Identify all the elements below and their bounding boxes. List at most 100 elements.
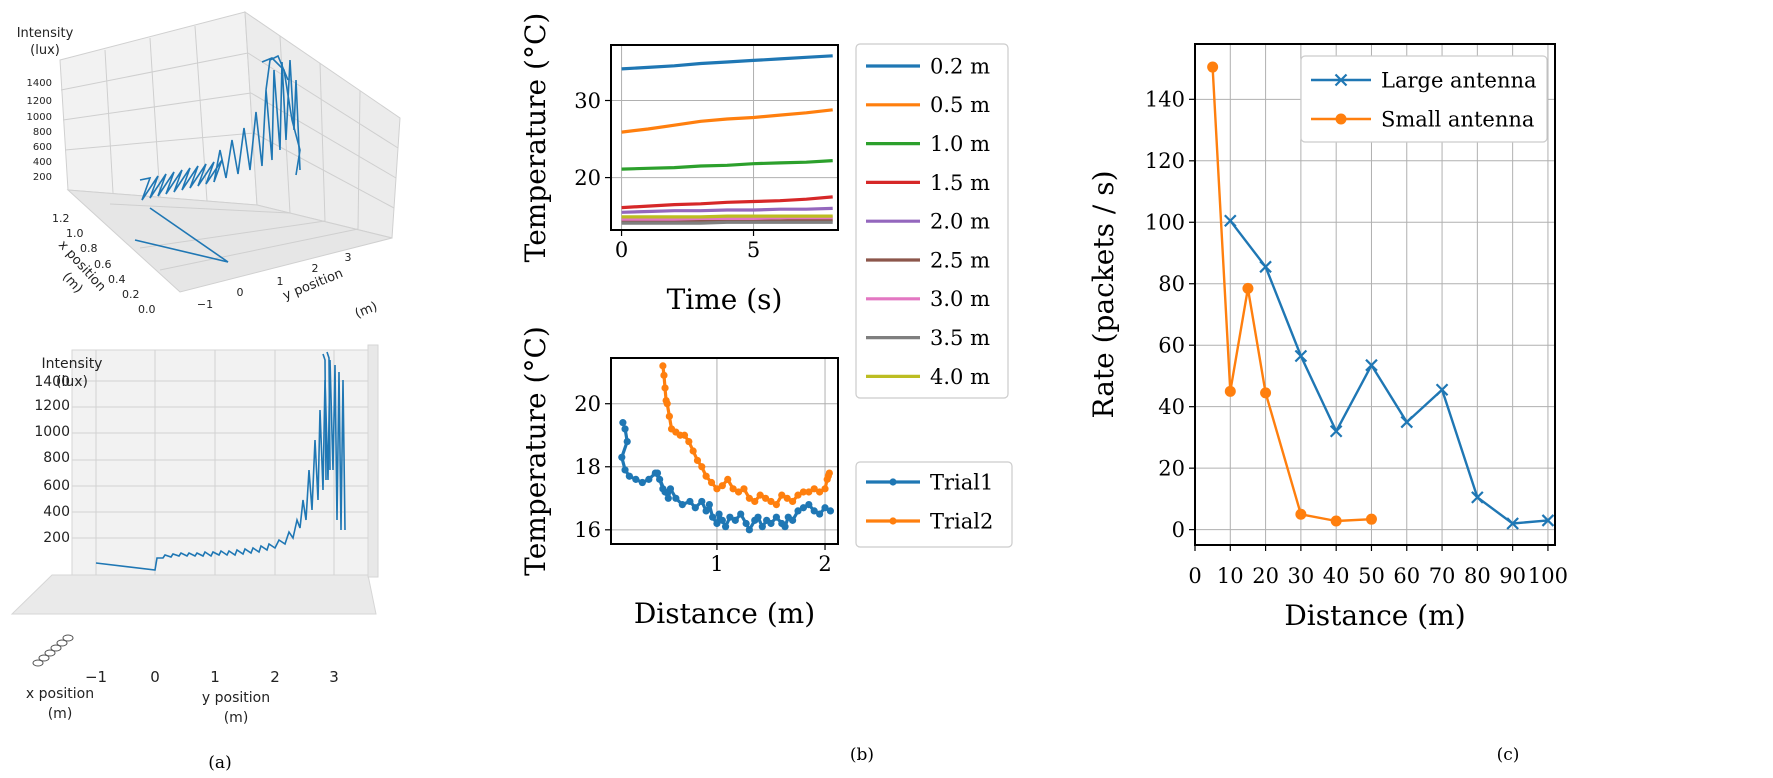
- data-point: [816, 510, 824, 518]
- data-point: [816, 488, 824, 496]
- data-point: [702, 507, 710, 515]
- x-axis-label: Distance (m): [1284, 599, 1465, 632]
- legend-label: Trial2: [930, 509, 993, 533]
- data-point: [751, 497, 759, 506]
- data-point: [713, 485, 721, 493]
- data-point: [619, 419, 627, 427]
- x-tick-label: 1: [710, 552, 723, 576]
- zlabel-bottom-line2: (lux): [56, 374, 88, 390]
- legend-marker: [889, 478, 897, 486]
- y-axis-label: Temperature (°C): [519, 13, 552, 263]
- x-tick-label: 2: [818, 552, 831, 576]
- ytick-label-top: 3: [345, 251, 352, 264]
- data-point: [758, 523, 766, 531]
- data-point: [660, 371, 668, 379]
- ztick-label-bottom: 200: [43, 530, 70, 546]
- data-point: [778, 491, 786, 499]
- x-tick-label: 10: [1217, 564, 1244, 588]
- ytick-label-top: −1: [197, 298, 213, 311]
- surface-traces-top: [134, 54, 301, 263]
- xtick-cluster-bottom: [32, 634, 74, 667]
- data-point: [805, 500, 813, 509]
- ytick-label-bottom: 3: [329, 668, 339, 686]
- y-tick-label: 100: [1145, 211, 1185, 235]
- plot-frame: [610, 357, 839, 545]
- data-point: [1242, 282, 1254, 294]
- y-tick-label: 16: [574, 518, 601, 542]
- data-point: [632, 475, 640, 483]
- data-point: [826, 507, 835, 515]
- data-point: [1400, 415, 1414, 429]
- zlabel-top-line2: (lux): [30, 43, 60, 58]
- legend-label: 3.5 m: [930, 326, 990, 350]
- data-point: [767, 497, 775, 506]
- data-point: [729, 485, 737, 493]
- y-tick-label: 40: [1158, 395, 1185, 419]
- data-point: [724, 475, 732, 483]
- data-point: [731, 516, 739, 524]
- data-point: [821, 504, 829, 512]
- data-point: [656, 475, 664, 483]
- y-tick-label: 140: [1145, 88, 1185, 112]
- pane-side-right: [367, 344, 379, 578]
- ytick-label-bottom: 1: [210, 668, 220, 686]
- series-line-2-0-m: [621, 206, 833, 214]
- data-point: [1295, 508, 1307, 520]
- ztick-label-top: 600: [33, 142, 52, 153]
- data-point: [661, 384, 669, 392]
- pane-floor-side: [10, 574, 377, 615]
- legend-label: Trial1: [930, 470, 993, 494]
- data-point: [756, 491, 764, 499]
- x-tick-label: 60: [1393, 564, 1420, 588]
- xtick-label-top: 0.2: [122, 288, 140, 301]
- series-line-Large-antenna: [1229, 219, 1549, 525]
- y-tick-label: 0: [1172, 518, 1185, 542]
- ztick-labels-top: 1400 1200 1000 800 600 400 200: [27, 78, 52, 183]
- data-point: [1224, 214, 1237, 228]
- data-point: [625, 472, 633, 480]
- data-point: [1471, 491, 1484, 504]
- data-point: [794, 507, 802, 515]
- data-point: [737, 510, 745, 518]
- ztick-label-top: 1000: [27, 112, 52, 123]
- x-axis-label: Time (s): [667, 283, 783, 316]
- legend-label: 1.0 m: [930, 132, 990, 156]
- data-point: [693, 456, 702, 465]
- data-point: [718, 482, 726, 490]
- y-tick-label: 120: [1145, 149, 1185, 173]
- data-point: [1330, 515, 1342, 527]
- legend-label: Large antenna: [1381, 68, 1537, 92]
- data-point: [1207, 61, 1219, 73]
- ztick-label-top: 200: [33, 172, 52, 183]
- ytick-label-top: 2: [312, 262, 319, 275]
- data-point: [663, 400, 671, 408]
- data-point: [1329, 424, 1343, 438]
- data-point: [707, 478, 716, 487]
- data-point: [665, 412, 673, 420]
- legend-marker: [1335, 113, 1347, 125]
- pane-floor: [66, 189, 393, 293]
- x-tick-label: 30: [1288, 564, 1315, 588]
- data-point: [718, 516, 726, 524]
- xtick-label-top: 1.2: [52, 212, 70, 225]
- data-point: [691, 504, 699, 512]
- data-point: [754, 513, 762, 521]
- series-line-1-5-m: [621, 195, 833, 210]
- plot-frame: [610, 44, 839, 231]
- data-point: [686, 497, 694, 506]
- data-point: [810, 507, 818, 515]
- xtick-label-top: 0.8: [80, 242, 98, 255]
- data-point: [821, 485, 829, 493]
- data-point: [1506, 517, 1519, 530]
- data-point: [623, 437, 631, 446]
- data-point: [709, 513, 717, 521]
- data-point: [767, 519, 775, 528]
- data-point: [645, 475, 653, 483]
- data-point: [745, 494, 753, 502]
- ztick-label-top: 1400: [27, 78, 52, 89]
- series-line-4-0-m: [621, 214, 833, 219]
- legend-label: 4.0 m: [930, 365, 990, 389]
- series-line-1-0-m: [621, 159, 833, 171]
- data-point: [1365, 513, 1377, 525]
- legend-box: [1300, 55, 1548, 143]
